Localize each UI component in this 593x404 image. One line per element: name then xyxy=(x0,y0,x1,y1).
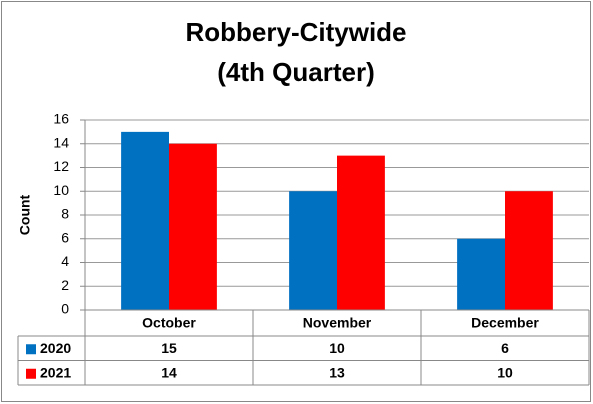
bar xyxy=(169,143,217,310)
bar xyxy=(505,191,553,310)
bar xyxy=(121,131,169,310)
y-tick-label: 6 xyxy=(61,229,69,245)
y-tick-label: 2 xyxy=(61,277,69,293)
bar xyxy=(337,155,385,310)
bar xyxy=(289,191,337,310)
y-tick-label: 8 xyxy=(61,206,69,222)
y-axis-label: Count xyxy=(17,194,33,235)
x-tick-label: November xyxy=(303,315,372,331)
y-tick-label: 10 xyxy=(53,182,69,198)
table-value: 15 xyxy=(161,340,177,356)
bar xyxy=(457,238,505,310)
legend-swatch xyxy=(26,344,36,355)
table-value: 10 xyxy=(329,340,345,356)
chart-title: Robbery-Citywide xyxy=(185,17,406,47)
y-tick-label: 14 xyxy=(53,134,69,150)
table-value: 13 xyxy=(329,364,345,380)
x-tick-label: October xyxy=(142,315,196,331)
x-tick-label: December xyxy=(471,315,539,331)
legend-swatch xyxy=(26,368,36,379)
table-value: 14 xyxy=(161,364,177,380)
legend-label: 2021 xyxy=(40,364,71,380)
table-value: 6 xyxy=(501,340,509,356)
legend-label: 2020 xyxy=(40,340,71,356)
y-tick-label: 16 xyxy=(53,111,69,127)
y-tick-label: 0 xyxy=(61,301,69,317)
y-tick-label: 12 xyxy=(53,158,69,174)
table-value: 10 xyxy=(497,364,513,380)
chart-subtitle: (4th Quarter) xyxy=(217,57,374,87)
y-tick-label: 4 xyxy=(61,253,69,269)
